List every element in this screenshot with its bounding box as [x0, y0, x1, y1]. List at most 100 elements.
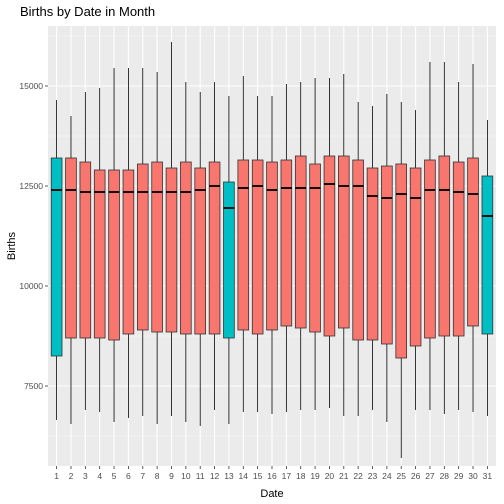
box-20 — [323, 78, 336, 408]
box-iqr — [309, 163, 321, 333]
box-5 — [108, 68, 120, 422]
x-tick-label: 28 — [440, 471, 450, 481]
x-axis-ticks: 1 2 3 4 5 6 7 8 9 10 11 12 13 14 15 16 17 18 19 20 21 22 23 24 2… — [54, 466, 492, 481]
box-iqr — [481, 175, 494, 335]
box-iqr — [208, 161, 221, 335]
box-6 — [122, 68, 135, 418]
box-18 — [294, 82, 307, 410]
box-2 — [65, 116, 77, 424]
box-30 — [467, 64, 479, 412]
x-axis-title: Date — [260, 488, 283, 500]
box-26 — [409, 110, 422, 410]
x-tick-label: 18 — [296, 471, 306, 481]
x-tick-label: 5 — [112, 471, 117, 481]
x-tick-label: 23 — [368, 471, 378, 481]
box-iqr — [223, 181, 235, 339]
x-tick-label: 4 — [97, 471, 102, 481]
box-8 — [151, 72, 163, 424]
x-tick-label: 30 — [468, 471, 478, 481]
x-tick-label: 29 — [454, 471, 464, 481]
box-27 — [424, 62, 436, 410]
box-28 — [438, 62, 451, 414]
box-iqr — [352, 159, 364, 341]
box-iqr — [381, 165, 393, 345]
x-tick-label: 1 — [54, 471, 59, 481]
box-iqr — [93, 169, 106, 339]
box-iqr — [438, 155, 451, 337]
x-tick-label: 6 — [126, 471, 131, 481]
y-tick-label: 12500 — [19, 181, 43, 191]
box-21 — [338, 74, 350, 416]
y-tick-label: 10000 — [19, 281, 43, 291]
box-iqr — [294, 155, 307, 329]
box-iqr — [65, 157, 77, 339]
box-iqr — [194, 167, 206, 335]
box-23 — [366, 106, 379, 410]
box-iqr — [323, 155, 336, 337]
box-iqr — [424, 159, 436, 339]
box-15 — [251, 96, 264, 412]
box-1 — [50, 100, 63, 420]
box-iqr — [409, 167, 422, 347]
box-iqr — [338, 155, 350, 329]
box-iqr — [452, 161, 465, 337]
x-tick-label: 2 — [69, 471, 74, 481]
box-31 — [481, 120, 494, 416]
x-tick-label: 7 — [140, 471, 145, 481]
box-25 — [395, 102, 408, 458]
box-iqr — [251, 159, 264, 335]
box-7 — [136, 68, 149, 416]
box-iqr — [366, 167, 379, 341]
x-tick-label: 26 — [411, 471, 421, 481]
box-29 — [452, 82, 465, 410]
y-axis-title: Births — [6, 231, 18, 260]
box-iqr — [136, 163, 149, 331]
boxes-layer — [50, 42, 494, 458]
box-iqr — [395, 163, 408, 359]
box-3 — [79, 92, 92, 410]
box-17 — [280, 84, 293, 412]
x-tick-label: 22 — [353, 471, 363, 481]
box-13 — [223, 96, 235, 424]
x-tick-label: 13 — [224, 471, 234, 481]
box-iqr — [108, 169, 120, 341]
x-tick-label: 19 — [310, 471, 320, 481]
box-iqr — [151, 161, 163, 333]
box-iqr — [467, 157, 479, 327]
box-16 — [266, 96, 278, 414]
y-axis-ticks: 7500 10000 12500 15000 — [19, 81, 48, 391]
box-22 — [352, 102, 364, 416]
box-24 — [381, 94, 393, 422]
box-19 — [309, 78, 321, 410]
box-iqr — [237, 159, 250, 331]
x-tick-label: 24 — [382, 471, 392, 481]
box-iqr — [50, 157, 63, 357]
x-tick-label: 21 — [339, 471, 349, 481]
box-iqr — [280, 159, 293, 327]
x-tick-label: 10 — [181, 471, 191, 481]
box-14 — [237, 76, 250, 412]
x-tick-label: 14 — [239, 471, 249, 481]
box-9 — [165, 42, 178, 416]
box-12 — [208, 82, 221, 410]
x-tick-label: 17 — [282, 471, 292, 481]
box-iqr — [266, 161, 278, 331]
box-iqr — [79, 161, 92, 339]
box-iqr — [180, 161, 192, 335]
x-tick-label: 11 — [196, 471, 205, 481]
x-tick-label: 27 — [425, 471, 435, 481]
chart-title: Births by Date in Month — [20, 4, 155, 19]
x-tick-label: 12 — [210, 471, 220, 481]
x-tick-label: 16 — [267, 471, 277, 481]
y-tick-label: 7500 — [24, 381, 43, 391]
x-tick-label: 15 — [253, 471, 263, 481]
box-iqr — [165, 167, 178, 333]
x-tick-label: 9 — [169, 471, 174, 481]
box-10 — [180, 82, 192, 422]
box-4 — [93, 88, 106, 412]
x-tick-label: 8 — [155, 471, 160, 481]
box-iqr — [122, 169, 135, 335]
x-tick-label: 3 — [83, 471, 88, 481]
box-11 — [194, 92, 206, 426]
